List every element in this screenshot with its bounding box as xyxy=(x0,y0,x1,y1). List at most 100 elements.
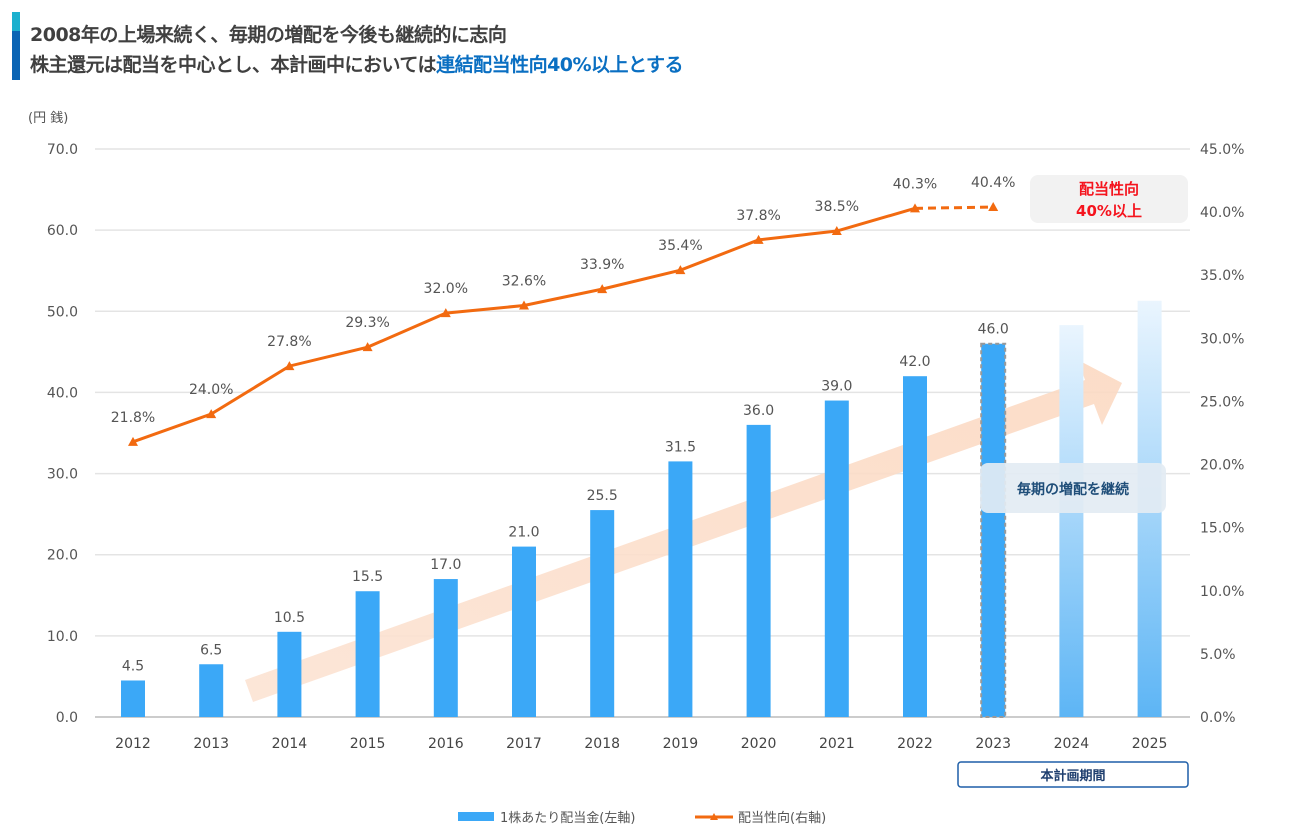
x-axis-tick: 2020 xyxy=(741,736,777,752)
left-axis-tick: 60.0 xyxy=(47,223,78,239)
x-axis-tick: 2024 xyxy=(1054,736,1090,752)
right-axis-tick: 45.0% xyxy=(1200,142,1244,158)
left-axis-tick: 70.0 xyxy=(47,142,78,158)
payout-ratio-line xyxy=(132,206,916,444)
dividend-bar xyxy=(121,680,145,717)
payout-marker xyxy=(519,300,529,310)
dividend-bar xyxy=(199,664,224,717)
payout-marker xyxy=(831,226,842,236)
left-axis-unit: (円 銭) xyxy=(28,111,68,126)
payout-target-line1: 配当性向 xyxy=(1079,180,1139,198)
headline-2: 株主還元は配当を中心とし、本計画中においては連結配当性向40%以上とする xyxy=(30,50,683,77)
payout-marker xyxy=(910,203,920,213)
headline-1: 2008年の上場来続く、毎期の増配を今後も継続的に志向 xyxy=(30,24,507,46)
line-data-label: 35.4% xyxy=(658,238,702,254)
bar-data-label: 39.0 xyxy=(821,379,852,395)
x-axis-tick: 2025 xyxy=(1132,736,1168,752)
left-axis-tick: 10.0 xyxy=(47,629,78,645)
line-data-label: 24.0% xyxy=(189,382,233,398)
x-axis-tick: 2016 xyxy=(428,736,464,752)
line-data-label: 40.3% xyxy=(893,176,937,192)
payout-marker xyxy=(675,265,686,275)
dividend-bar xyxy=(590,510,615,717)
bar-data-label: 25.5 xyxy=(587,488,618,504)
x-axis-tick: 2012 xyxy=(115,736,151,752)
line-data-label: 40.4% xyxy=(971,175,1015,191)
payout-target-box xyxy=(1030,175,1188,223)
x-axis-tick: 2018 xyxy=(584,736,620,752)
legend-line-marker xyxy=(710,813,718,820)
legend-bar-swatch xyxy=(458,812,494,821)
line-data-label: 21.8% xyxy=(111,410,155,426)
dividend-bar xyxy=(668,461,693,717)
x-axis-tick: 2021 xyxy=(819,736,855,752)
growth-label: 毎期の増配を継続 xyxy=(1017,481,1129,498)
right-axis-tick: 20.0% xyxy=(1200,458,1244,474)
headline-2-prefix: 株主還元は配当を中心とし、本計画中においては xyxy=(30,54,437,76)
growth-label-box xyxy=(980,463,1166,513)
line-data-label: 33.9% xyxy=(580,257,624,273)
right-axis-tick: 35.0% xyxy=(1200,268,1244,284)
dividend-bar xyxy=(746,424,771,717)
right-axis-tick: 0.0% xyxy=(1200,710,1236,726)
payout-marker xyxy=(206,409,217,419)
x-axis-tick: 2017 xyxy=(506,736,542,752)
line-data-label: 32.6% xyxy=(502,274,546,290)
x-axis-tick: 2014 xyxy=(272,736,308,752)
x-axis-tick: 2023 xyxy=(975,736,1011,752)
payout-marker xyxy=(128,436,138,446)
payout-marker xyxy=(284,361,295,371)
left-axis-tick: 30.0 xyxy=(47,467,78,483)
right-axis-tick: 40.0% xyxy=(1200,205,1244,221)
dividend-bar xyxy=(277,631,302,717)
left-axis-tick: 0.0 xyxy=(56,710,78,726)
bar-data-label: 21.0 xyxy=(508,525,539,541)
dividend-bar xyxy=(824,400,849,717)
left-axis-tick: 40.0 xyxy=(47,385,78,401)
bar-data-label: 4.5 xyxy=(122,658,144,674)
x-axis-tick: 2013 xyxy=(193,736,229,752)
plan-period-label: 本計画期間 xyxy=(1040,768,1105,784)
bar-data-label: 42.0 xyxy=(899,354,930,370)
bar-data-label: 31.5 xyxy=(665,439,696,455)
title-accent-bar xyxy=(12,12,20,80)
dividend-bar xyxy=(433,579,458,717)
x-axis-tick: 2019 xyxy=(663,736,699,752)
payout-ratio-forecast-line xyxy=(914,205,994,210)
line-data-label: 29.3% xyxy=(345,315,389,331)
bar-data-label: 10.5 xyxy=(274,610,305,626)
right-axis-tick: 10.0% xyxy=(1200,584,1244,600)
bar-data-label: 46.0 xyxy=(978,322,1009,338)
dividend-bar xyxy=(981,343,1006,717)
left-axis-tick: 50.0 xyxy=(47,304,78,320)
line-data-label: 32.0% xyxy=(424,281,468,297)
payout-marker xyxy=(753,234,764,244)
line-data-label: 38.5% xyxy=(815,199,859,215)
dividend-bar xyxy=(512,546,536,717)
right-axis-tick: 15.0% xyxy=(1200,521,1244,537)
bar-data-label: 6.5 xyxy=(200,642,222,658)
legend-line-label: 配当性向(右軸) xyxy=(738,810,826,826)
plan-period-box xyxy=(957,761,1189,788)
dividend-bar xyxy=(903,376,927,717)
legend-bar-label: 1株あたり配当金(左軸) xyxy=(500,810,635,826)
right-axis-tick: 30.0% xyxy=(1200,331,1244,347)
dividend-bar xyxy=(355,591,380,717)
payout-marker xyxy=(362,342,373,352)
dividend-bar xyxy=(1059,325,1084,717)
payout-marker xyxy=(597,284,608,294)
bar-data-label: 15.5 xyxy=(352,569,383,585)
right-axis-tick: 25.0% xyxy=(1200,394,1244,410)
payout-target-line2: 40%以上 xyxy=(1076,202,1142,220)
left-axis-tick: 20.0 xyxy=(47,548,78,564)
plan-bar-outline xyxy=(980,342,1007,718)
x-axis-tick: 2015 xyxy=(350,736,386,752)
headline-2-highlight: 連結配当性向40%以上とする xyxy=(436,54,683,76)
payout-marker xyxy=(440,308,451,318)
line-data-label: 37.8% xyxy=(736,208,780,224)
line-data-label: 27.8% xyxy=(267,334,311,350)
bar-data-label: 17.0 xyxy=(430,557,461,573)
right-axis-tick: 5.0% xyxy=(1200,647,1236,663)
